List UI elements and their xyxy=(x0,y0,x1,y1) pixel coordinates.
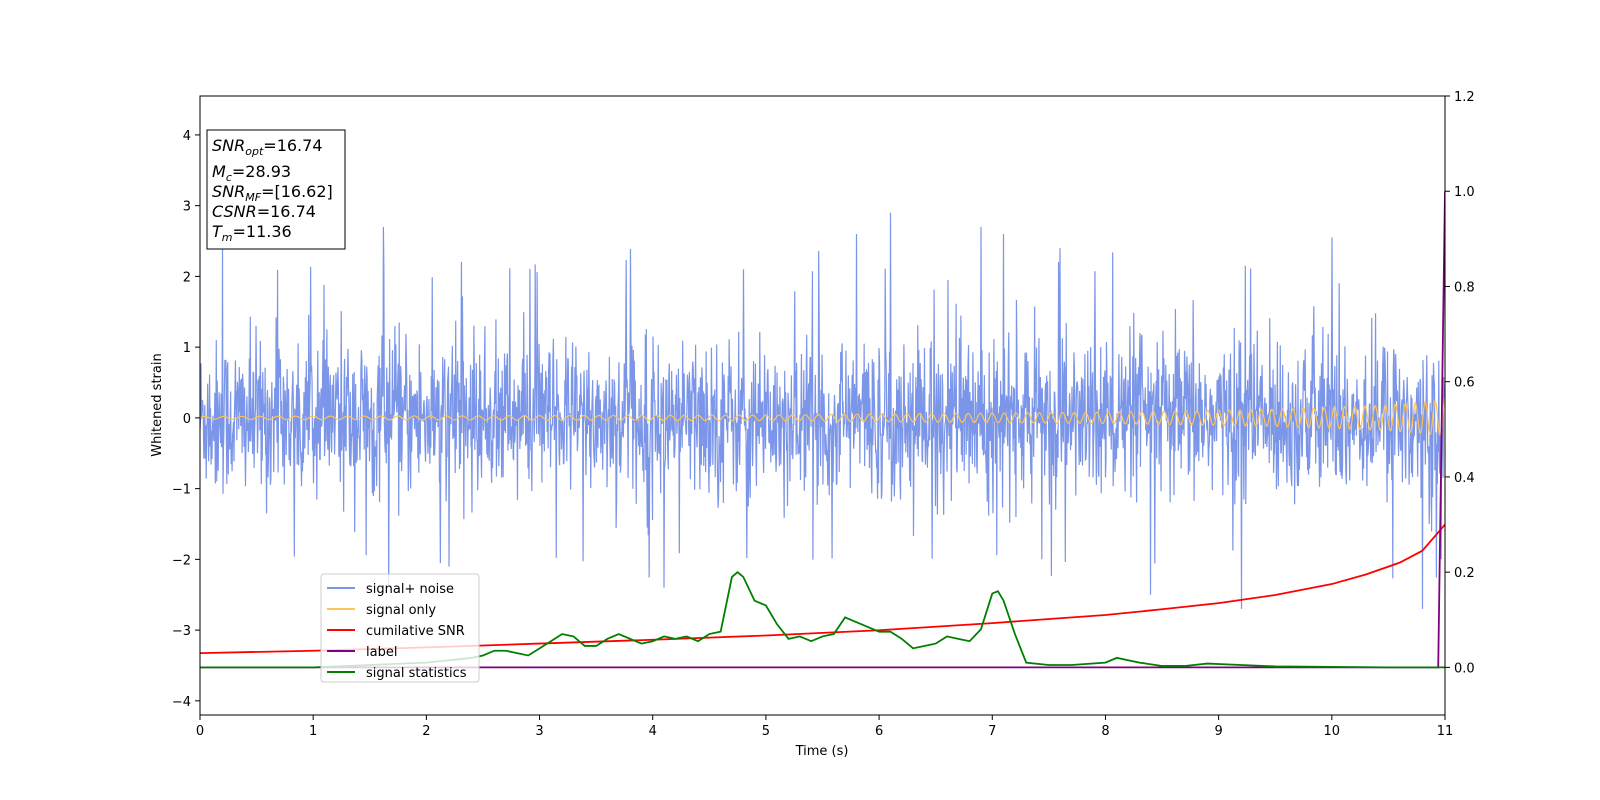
y2-tick-label: 0.6 xyxy=(1454,376,1475,391)
y-tick-label: 4 xyxy=(183,129,191,144)
y-tick-label: 3 xyxy=(183,200,191,215)
y2-tick-label: 0.4 xyxy=(1454,471,1475,486)
x-tick-label: 3 xyxy=(535,724,543,739)
y2-tick-label: 1.2 xyxy=(1454,90,1475,105)
annotation-line: SNRMF=[16.62] xyxy=(212,182,333,204)
left-y-axis: 4 3 2 1 0 −1 −2 −3 −4 xyxy=(172,129,200,710)
y-tick-label: 0 xyxy=(183,412,191,427)
y2-tick-label: 1.0 xyxy=(1454,185,1475,200)
x-tick-label: 4 xyxy=(649,724,657,739)
x-tick-label: 6 xyxy=(875,724,883,739)
series-cumulative-snr-line xyxy=(200,523,1445,654)
annotation-line: SNRopt=16.74 xyxy=(212,136,323,158)
x-tick-label: 2 xyxy=(422,724,430,739)
legend-label: signal+ noise xyxy=(366,582,454,597)
annotation-line: Mc=28.93 xyxy=(212,162,291,184)
annotation-line: CSNR=16.74 xyxy=(212,202,316,221)
x-tick-label: 10 xyxy=(1324,724,1341,739)
series-signal-statistics-line xyxy=(200,570,1445,669)
y2-tick-label: 0.8 xyxy=(1454,280,1475,295)
y2-tick-label: 0.2 xyxy=(1454,566,1475,581)
x-tick-label: 7 xyxy=(988,724,996,739)
series-signal-noise-line xyxy=(200,212,1445,609)
x-tick-label: 8 xyxy=(1101,724,1109,739)
x-tick-label: 11 xyxy=(1437,724,1454,739)
legend-label: cumilative SNR xyxy=(366,624,465,639)
x-tick-label: 0 xyxy=(196,724,204,739)
plot-frame xyxy=(199,95,1446,716)
y-tick-label: −3 xyxy=(172,624,191,639)
legend-label: label xyxy=(366,645,397,660)
y-tick-label: 2 xyxy=(183,270,191,285)
x-tick-label: 9 xyxy=(1214,724,1222,739)
series-layer xyxy=(200,191,1445,669)
x-tick-label: 1 xyxy=(309,724,317,739)
x-tick-label: 5 xyxy=(762,724,770,739)
annotation-line: Tm=11.36 xyxy=(212,222,292,244)
y-tick-label: 1 xyxy=(183,341,191,356)
legend: signal+ noise signal only cumilative SNR la… xyxy=(320,573,480,683)
legend-label: signal only xyxy=(366,603,436,618)
y2-tick-label: 0.0 xyxy=(1454,661,1475,676)
annotation-frame xyxy=(206,129,346,250)
x-axis-label: Time (s) xyxy=(795,744,849,759)
legend-frame xyxy=(320,573,480,683)
y-tick-label: −1 xyxy=(172,483,191,498)
x-axis: 0 1 2 3 4 5 6 7 8 9 10 11 xyxy=(196,715,1453,739)
y-axis-label: Whitened strain xyxy=(150,353,165,456)
right-y-axis: 0.0 0.2 0.4 0.6 0.8 1.0 1.2 xyxy=(1445,90,1475,676)
y-tick-label: −4 xyxy=(172,695,191,710)
annotation-box: SNRopt=16.74 Mc=28.93SNRMF=[16.62]CSNR=16… xyxy=(206,129,346,250)
legend-label: signal statistics xyxy=(366,666,467,681)
y-tick-label: −2 xyxy=(172,553,191,568)
series-signal-only-line xyxy=(200,399,1445,437)
